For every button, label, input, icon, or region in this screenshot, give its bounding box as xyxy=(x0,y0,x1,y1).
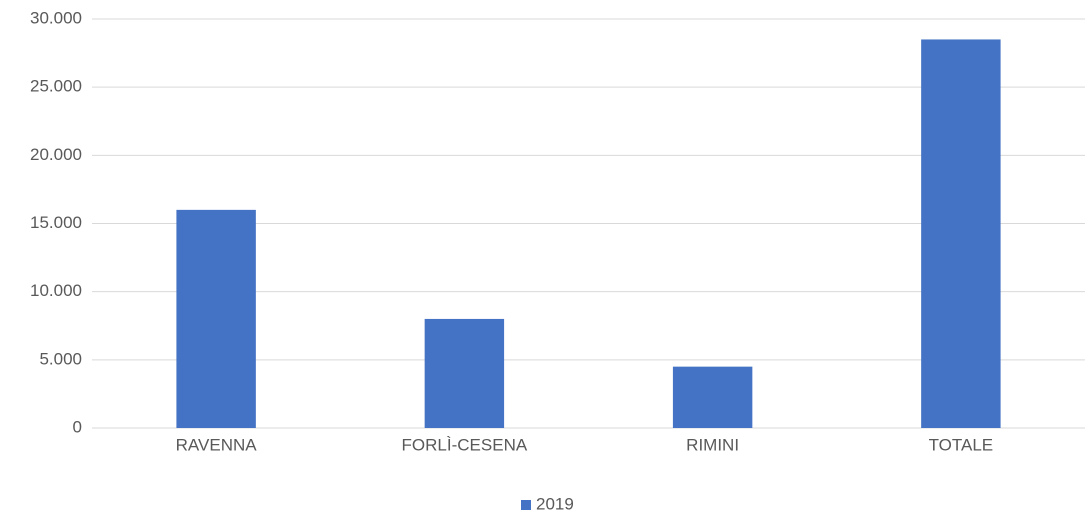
x-tick-label: TOTALE xyxy=(929,435,994,454)
y-tick-label: 20.000 xyxy=(30,145,82,164)
bar xyxy=(424,318,505,428)
x-tick-label: FORLÌ-CESENA xyxy=(402,435,528,454)
legend-label: 2019 xyxy=(536,494,574,513)
legend-swatch xyxy=(521,500,531,510)
y-tick-label: 25.000 xyxy=(30,77,82,96)
bar xyxy=(176,209,256,428)
y-tick-label: 10.000 xyxy=(30,281,82,300)
y-tick-label: 30.000 xyxy=(30,8,82,27)
bar xyxy=(921,39,1001,428)
y-tick-label: 5.000 xyxy=(39,349,82,368)
x-tick-label: RAVENNA xyxy=(176,435,258,454)
y-tick-label: 15.000 xyxy=(30,213,82,232)
y-tick-label: 0 xyxy=(73,417,82,436)
bar xyxy=(672,366,753,428)
x-tick-label: RIMINI xyxy=(686,435,739,454)
